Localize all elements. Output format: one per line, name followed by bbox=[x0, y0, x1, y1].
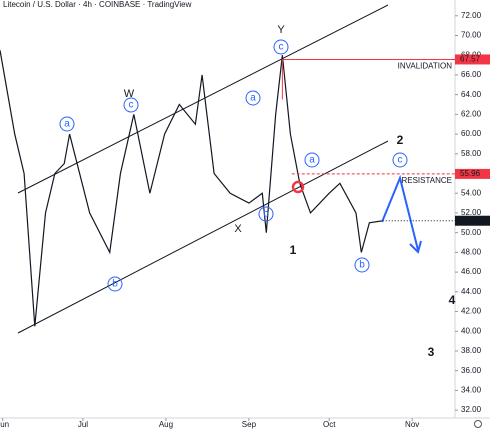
price-tag bbox=[455, 168, 490, 179]
price-tag bbox=[455, 54, 490, 65]
y-tick-label: 32.00 bbox=[461, 405, 482, 414]
y-tick-label: 34.00 bbox=[461, 386, 482, 395]
price-tag-label: 55.96 bbox=[460, 169, 481, 178]
y-tick-label: 62.00 bbox=[461, 109, 482, 118]
y-tick-label: 60.00 bbox=[461, 129, 482, 138]
wave-ring bbox=[245, 90, 261, 106]
wave-label: b bbox=[359, 260, 365, 271]
wave-label: c bbox=[398, 155, 403, 166]
y-tick-label: 44.00 bbox=[461, 287, 482, 296]
y-tick-label: 36.00 bbox=[461, 366, 482, 375]
settings-icon[interactable] bbox=[474, 420, 482, 428]
y-tick-label: 48.00 bbox=[461, 247, 482, 256]
wave-label: a bbox=[64, 119, 70, 130]
wave-label: c bbox=[279, 42, 284, 53]
arrow-head bbox=[409, 240, 422, 254]
price-line bbox=[0, 50, 383, 327]
wave-ring bbox=[273, 39, 289, 55]
x-tick-label: Jul bbox=[78, 420, 88, 429]
wave-ring bbox=[123, 97, 139, 113]
y-tick-label: 66.00 bbox=[461, 70, 482, 79]
price-tag-label: 51.21 bbox=[460, 216, 481, 225]
x-tick-label: Aug bbox=[159, 420, 173, 429]
wave-ring bbox=[392, 152, 408, 168]
wave-ring bbox=[107, 276, 123, 292]
y-tick-label: 54.00 bbox=[461, 188, 482, 197]
level-label: RESISTANCE bbox=[401, 176, 452, 185]
wave-ring bbox=[258, 206, 274, 222]
x-tick-label: Sep bbox=[242, 420, 257, 429]
wave-label: 3 bbox=[428, 345, 435, 359]
wave-label: 2 bbox=[397, 133, 404, 147]
y-tick-label: 72.00 bbox=[461, 11, 482, 20]
y-tick-label: 46.00 bbox=[461, 267, 482, 276]
wave-label: b bbox=[263, 209, 269, 220]
x-tick-label: Nov bbox=[405, 420, 419, 429]
wave-ring bbox=[354, 257, 370, 273]
y-tick-label: 38.00 bbox=[461, 346, 482, 355]
channel-lower bbox=[17, 140, 389, 334]
wave-label: Y bbox=[277, 24, 285, 36]
chart-title: Litecoin / U.S. Dollar · 4h · COINBASE ·… bbox=[3, 0, 192, 9]
wave-label: X bbox=[234, 223, 242, 235]
wave-label: b bbox=[112, 279, 118, 290]
wave-label: c bbox=[129, 100, 134, 111]
y-tick-label: 64.00 bbox=[461, 90, 482, 99]
y-tick-label: 52.00 bbox=[461, 208, 482, 217]
series-layer bbox=[0, 50, 383, 327]
price-tag-label: 67.57 bbox=[460, 55, 481, 64]
y-tick-label: 50.00 bbox=[461, 228, 482, 237]
level-label: INVALIDATION bbox=[398, 62, 453, 71]
y-tick-label: 42.00 bbox=[461, 307, 482, 316]
wave-label: W bbox=[124, 88, 135, 100]
wave-label: a bbox=[250, 93, 256, 104]
wave-ring bbox=[59, 116, 75, 132]
wave-ring bbox=[304, 152, 320, 168]
wave-label: a bbox=[309, 155, 315, 166]
title-bg bbox=[0, 0, 250, 11]
x-tick-label: Oct bbox=[323, 420, 336, 429]
price-tag bbox=[455, 215, 490, 226]
channel-upper bbox=[17, 4, 389, 194]
wave-label: 1 bbox=[290, 243, 297, 257]
projection-arrow bbox=[381, 174, 419, 251]
y-tick-label: 40.00 bbox=[461, 326, 482, 335]
y-tick-label: 58.00 bbox=[461, 149, 482, 158]
breakout-circle bbox=[291, 180, 305, 194]
wave-label: 4 bbox=[449, 293, 456, 307]
x-tick-label: Jun bbox=[0, 420, 9, 429]
y-tick-label: 70.00 bbox=[461, 31, 482, 40]
